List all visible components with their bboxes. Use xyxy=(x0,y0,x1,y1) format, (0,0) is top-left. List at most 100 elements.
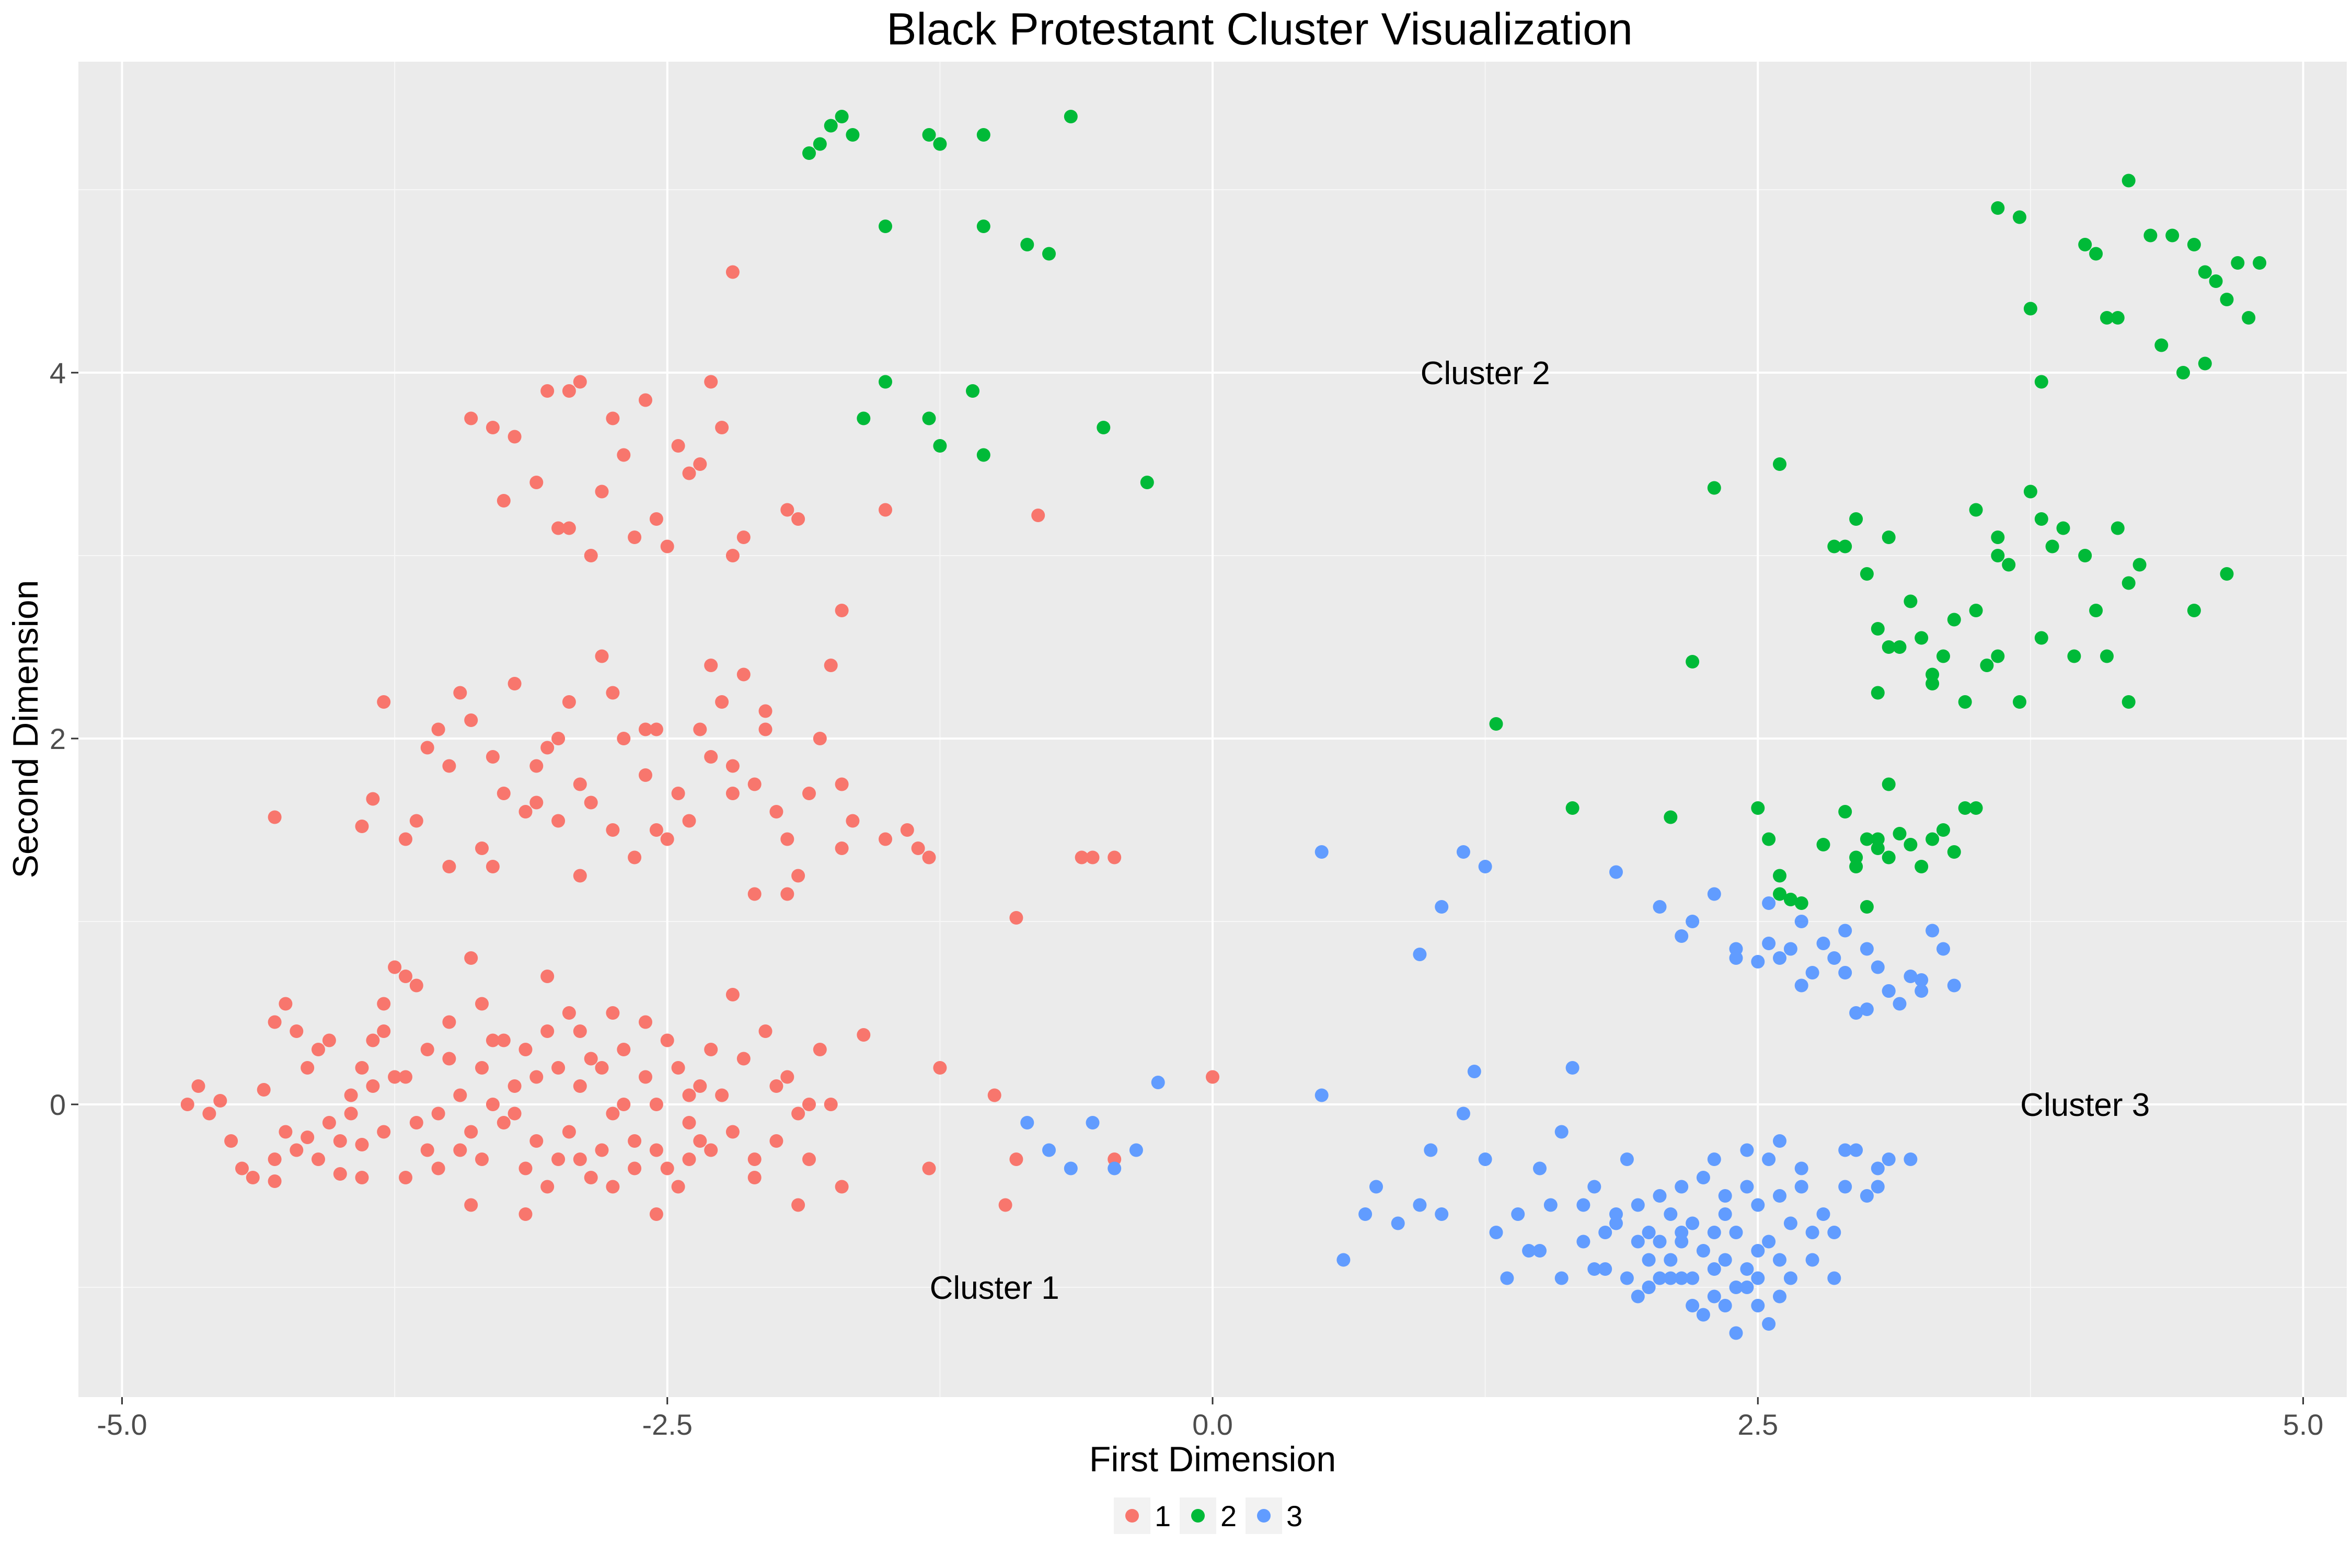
data-point xyxy=(1467,1065,1481,1078)
data-point xyxy=(1773,1189,1786,1203)
data-points xyxy=(180,110,2267,1340)
data-point xyxy=(301,1061,315,1075)
data-point xyxy=(1991,201,2005,215)
data-point xyxy=(584,795,598,810)
data-point xyxy=(682,1088,696,1102)
legend-label: 2 xyxy=(1220,1500,1237,1532)
data-point xyxy=(769,805,783,818)
data-point xyxy=(1031,509,1045,522)
data-point xyxy=(2143,228,2158,243)
data-point xyxy=(1315,1088,1329,1102)
data-point xyxy=(1664,1207,1678,1221)
data-point xyxy=(802,1098,816,1111)
data-point xyxy=(1086,1116,1100,1129)
legend-marker xyxy=(1257,1509,1271,1523)
data-point xyxy=(1773,1289,1786,1304)
data-point xyxy=(671,1061,685,1075)
data-point xyxy=(1587,1262,1601,1276)
data-point xyxy=(606,823,620,837)
data-point xyxy=(1478,860,1492,873)
legend: 1 2 3 xyxy=(1114,1497,1302,1534)
data-point xyxy=(312,1152,325,1166)
data-point xyxy=(1882,1152,1896,1166)
data-point xyxy=(1838,805,1852,818)
data-point xyxy=(497,494,511,508)
data-point xyxy=(1642,1253,1656,1267)
data-point xyxy=(595,1061,609,1075)
data-point xyxy=(1882,850,1896,864)
data-point xyxy=(1860,1002,1874,1016)
axes: -5.0 -2.5 0.0 2.5 5.0 0 2 4 xyxy=(50,356,2324,1441)
data-point xyxy=(2187,604,2201,617)
data-point xyxy=(486,1098,500,1111)
data-point xyxy=(1904,970,1918,983)
data-point xyxy=(1936,942,1950,956)
data-point xyxy=(693,1079,707,1093)
data-point xyxy=(1882,531,1896,544)
data-point xyxy=(933,1061,947,1075)
data-point xyxy=(1860,900,1874,914)
data-point xyxy=(1740,1281,1754,1294)
data-point xyxy=(573,375,587,389)
data-point xyxy=(1064,110,1078,123)
data-point xyxy=(1631,1235,1645,1249)
data-point xyxy=(1849,850,1863,864)
data-point xyxy=(399,832,412,846)
data-point xyxy=(1653,1235,1667,1249)
data-point xyxy=(1609,1216,1623,1230)
data-point xyxy=(1969,604,1983,617)
data-point xyxy=(1653,900,1667,914)
data-point xyxy=(1565,801,1579,815)
data-point xyxy=(1675,1180,1689,1194)
data-point xyxy=(682,466,696,480)
data-point xyxy=(2122,695,2136,709)
data-point xyxy=(1020,238,1034,251)
data-point xyxy=(2154,338,2169,352)
data-point xyxy=(2220,293,2234,306)
data-point xyxy=(551,732,566,745)
data-point xyxy=(1838,539,1852,554)
data-point xyxy=(1838,924,1852,938)
data-point xyxy=(606,411,620,425)
series-1 xyxy=(180,265,1219,1221)
data-point xyxy=(486,860,500,873)
data-point xyxy=(279,997,293,1011)
data-point xyxy=(649,512,663,526)
data-point xyxy=(2013,695,2026,709)
y-tick-label: 4 xyxy=(50,356,66,389)
data-point xyxy=(551,521,566,535)
legend-marker xyxy=(1125,1509,1139,1523)
data-point xyxy=(1904,594,1918,608)
series-3 xyxy=(1020,845,1961,1340)
x-tick-label: 0.0 xyxy=(1192,1408,1233,1441)
data-point xyxy=(1751,1299,1765,1312)
data-point xyxy=(704,750,718,764)
data-point xyxy=(704,659,718,672)
data-point xyxy=(279,1125,293,1139)
data-point xyxy=(2078,238,2092,251)
data-point xyxy=(813,732,827,745)
data-point xyxy=(464,951,478,965)
data-point xyxy=(540,741,555,755)
data-point xyxy=(551,814,566,828)
data-point xyxy=(671,787,685,800)
data-point xyxy=(420,1043,434,1056)
data-point xyxy=(1926,924,1940,938)
data-point xyxy=(529,1134,544,1148)
data-point xyxy=(420,1143,434,1157)
data-point xyxy=(2013,210,2026,224)
data-point xyxy=(431,722,445,736)
data-point xyxy=(649,1143,663,1157)
data-point xyxy=(1849,512,1863,526)
data-point xyxy=(715,421,729,434)
data-point xyxy=(442,1015,456,1029)
data-point xyxy=(399,1070,412,1084)
data-point xyxy=(1129,1143,1143,1157)
data-point xyxy=(736,667,751,682)
data-point xyxy=(1783,1216,1797,1230)
data-point xyxy=(660,1033,674,1047)
data-point xyxy=(1653,1271,1667,1285)
data-point xyxy=(2132,558,2147,572)
data-point xyxy=(1718,1207,1732,1221)
data-point xyxy=(1707,1289,1721,1304)
